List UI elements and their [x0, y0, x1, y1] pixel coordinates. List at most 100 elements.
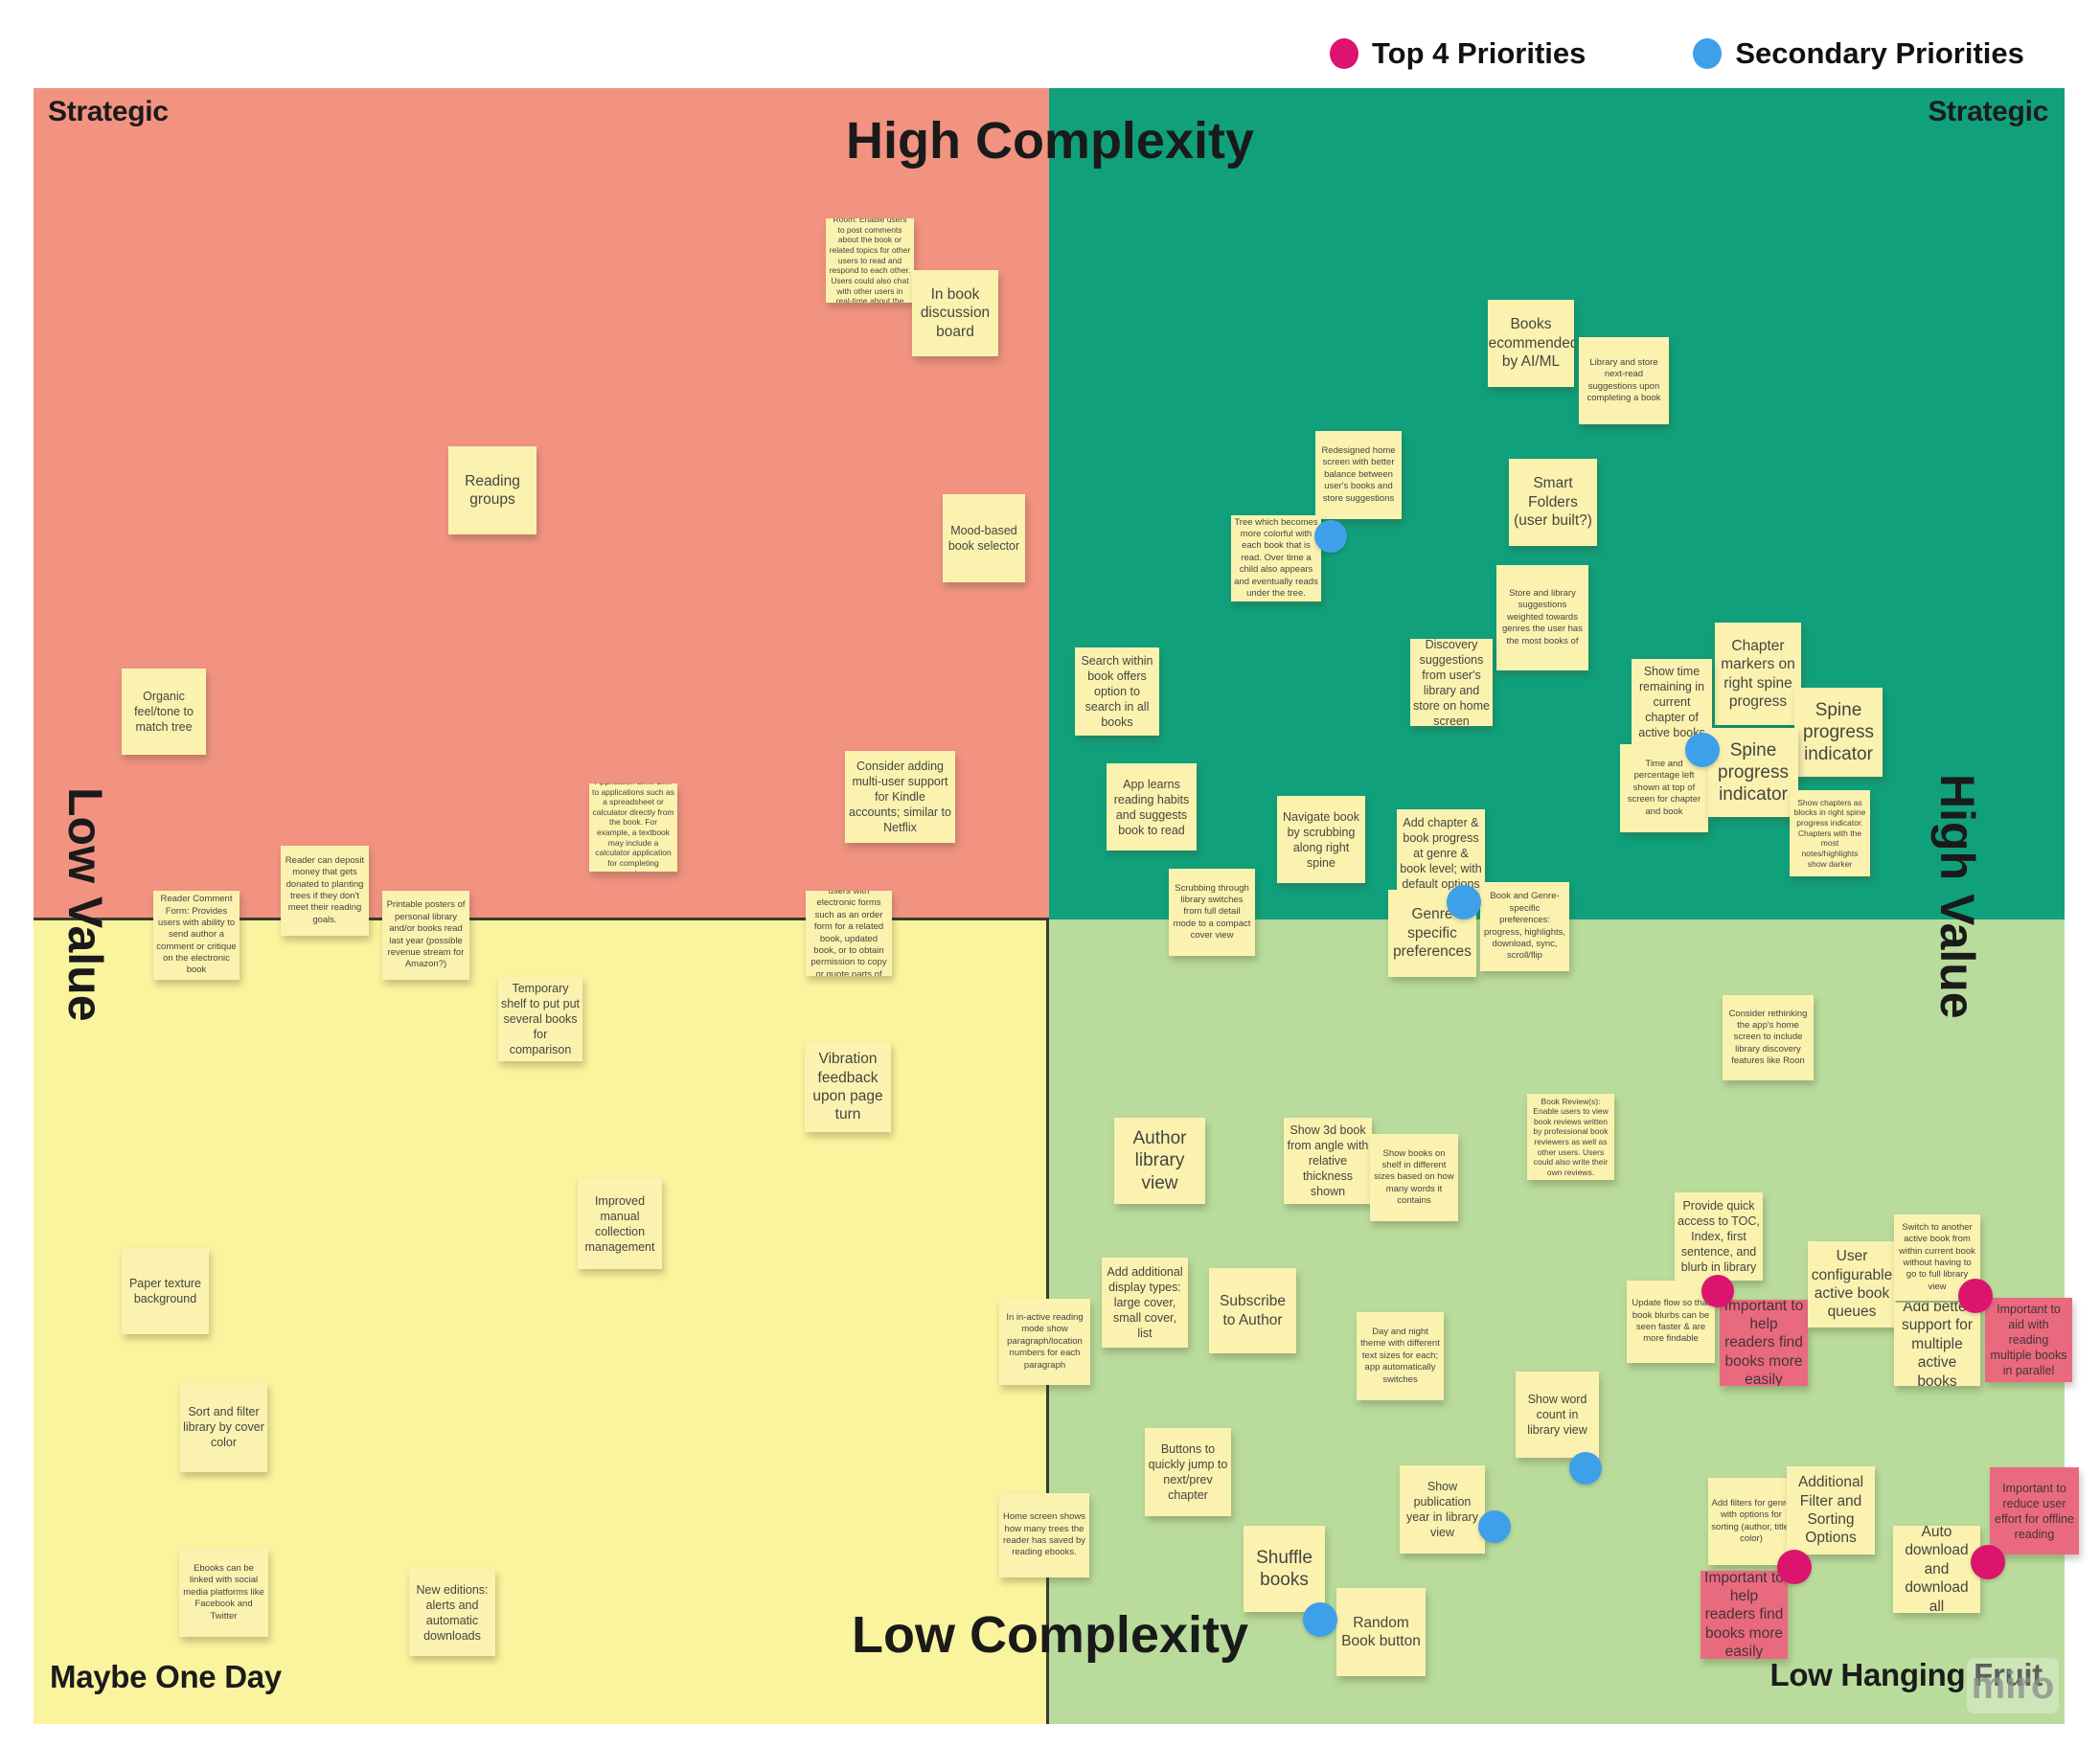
primary-priority-dot[interactable]: [1958, 1279, 1993, 1313]
sticky-note-paper-texture[interactable]: Paper texture background: [122, 1248, 209, 1334]
sticky-note-bulletin-board[interactable]: Bulletin Board/Chat Room: Enable users t…: [826, 218, 914, 303]
sticky-note-day-night-theme[interactable]: Day and night theme with different text …: [1357, 1312, 1444, 1400]
primary-priority-dot[interactable]: [1777, 1550, 1812, 1584]
sticky-note-important-find-books-2[interactable]: Important to help readers find books mor…: [1701, 1571, 1788, 1659]
sticky-note-application-link[interactable]: Application Link: Link to applications s…: [589, 783, 677, 872]
sticky-note-add-better-support-multiple[interactable]: Add better support for multiple active b…: [1894, 1303, 1980, 1386]
sticky-note-text: Consider rethinking the app's home scree…: [1728, 1008, 1808, 1067]
sticky-note-book-reviews[interactable]: Book Review(s): Enable users to view boo…: [1527, 1094, 1614, 1180]
sticky-note-books-recommended-ai[interactable]: Books recommended by AI/ML: [1488, 300, 1574, 387]
sticky-note-buttons-jump-chapter[interactable]: Buttons to quickly jump to next/prev cha…: [1145, 1428, 1231, 1516]
sticky-note-text: Important to reduce user effort for offl…: [1995, 1481, 2074, 1541]
sticky-note-tree-colorful[interactable]: Tree which becomes more colorful with ea…: [1231, 515, 1321, 601]
sticky-note-author-library-view[interactable]: Author library view: [1114, 1118, 1205, 1204]
secondary-priority-dot[interactable]: [1447, 885, 1481, 919]
sticky-note-printable-posters[interactable]: Printable posters of personal library an…: [382, 891, 469, 980]
secondary-priority-dot[interactable]: [1685, 733, 1720, 767]
sticky-note-reader-deposit-trees[interactable]: Reader can deposit money that gets donat…: [281, 846, 369, 936]
sticky-note-chapter-markers[interactable]: Chapter markers on right spine progress: [1715, 623, 1801, 725]
secondary-priority-dot[interactable]: [1569, 1452, 1602, 1485]
legend-secondary-dot-icon: [1693, 38, 1723, 69]
sticky-note-text: Auto download and download all: [1905, 1526, 1969, 1613]
sticky-note-add-chapter-book-progress[interactable]: Add chapter & book progress at genre & b…: [1397, 809, 1485, 897]
sticky-note-show-chapters-blocks[interactable]: Show chapters as blocks in right spine p…: [1790, 790, 1870, 876]
sticky-note-add-filters-genre[interactable]: Add filters for genre with options for s…: [1708, 1478, 1794, 1565]
sticky-note-text: Discovery suggestions from user's librar…: [1413, 639, 1490, 726]
sticky-note-text: Show 3d book from angle with relative th…: [1287, 1123, 1369, 1198]
sticky-note-vibration-feedback[interactable]: Vibration feedback upon page turn: [805, 1042, 891, 1132]
sticky-note-text: Smart Folders (user built?): [1514, 475, 1592, 530]
sticky-note-reader-comment-form[interactable]: Reader Comment Form: Provides users with…: [153, 891, 240, 980]
secondary-priority-dot[interactable]: [1303, 1602, 1337, 1637]
sticky-note-improved-manual-collection[interactable]: Improved manual collection management: [578, 1178, 662, 1269]
sticky-note-subscribe-to-author[interactable]: Subscribe to Author: [1209, 1268, 1296, 1353]
sticky-note-spine-progress-indicator-right[interactable]: Spine progress indicator: [1794, 688, 1883, 777]
sticky-note-organic-feel[interactable]: Organic feel/tone to match tree: [122, 669, 206, 755]
sticky-note-additional-filter-sorting[interactable]: Additional Filter and Sorting Options: [1787, 1466, 1875, 1554]
sticky-note-shuffle-books[interactable]: Shuffle books: [1244, 1526, 1325, 1612]
sticky-note-smart-folders[interactable]: Smart Folders (user built?): [1509, 459, 1597, 546]
sticky-note-redesigned-home-screen[interactable]: Redesigned home screen with better balan…: [1315, 431, 1402, 519]
sticky-note-auto-download-all[interactable]: Auto download and download all: [1893, 1526, 1980, 1613]
sticky-note-in-book-discussion[interactable]: In book discussion board: [912, 270, 998, 356]
sticky-note-home-screen-trees[interactable]: Home screen shows how many trees the rea…: [999, 1493, 1089, 1577]
sticky-note-temporary-shelf[interactable]: Temporary shelf to put put several books…: [498, 977, 582, 1061]
sticky-note-important-parallel-reading[interactable]: Important to aid with reading multiple b…: [1985, 1298, 2072, 1382]
sticky-note-store-library-weighted[interactable]: Store and library suggestions weighted t…: [1496, 565, 1588, 670]
sticky-note-text: Add better support for multiple active b…: [1901, 1303, 1974, 1386]
legend: Top 4 Priorities Secondary Priorities: [1330, 36, 2024, 71]
sticky-note-text: Author library view: [1132, 1128, 1187, 1193]
sticky-note-text: Home screen shows how many trees the rea…: [1002, 1511, 1086, 1558]
sticky-note-navigate-scrubbing-spine[interactable]: Navigate book by scrubbing along right s…: [1277, 796, 1365, 883]
legend-top4-label: Top 4 Priorities: [1372, 36, 1586, 70]
sticky-note-text: Sort and filter library by cover color: [183, 1405, 264, 1449]
secondary-priority-dot[interactable]: [1478, 1510, 1511, 1543]
sticky-note-consider-rethinking-roon[interactable]: Consider rethinking the app's home scree…: [1723, 995, 1814, 1080]
sticky-note-reading-groups[interactable]: Reading groups: [448, 446, 536, 534]
sticky-note-text: Redesigned home screen with better balan…: [1321, 445, 1396, 504]
sticky-note-provide-quick-access[interactable]: Provide quick access to TOC, Index, firs…: [1675, 1192, 1763, 1281]
legend-secondary-label: Secondary Priorities: [1735, 36, 2024, 70]
sticky-note-text: Important to aid with reading multiple b…: [1990, 1303, 2067, 1377]
sticky-note-text: Bulletin Board/Chat Room: Enable users t…: [829, 218, 911, 303]
sticky-note-discovery-suggestions[interactable]: Discovery suggestions from user's librar…: [1410, 639, 1493, 726]
primary-priority-dot[interactable]: [1701, 1275, 1734, 1307]
sticky-note-show-word-count[interactable]: Show word count in library view: [1516, 1372, 1599, 1458]
sticky-note-spine-progress-indicator-center[interactable]: Spine progress indicator: [1708, 728, 1798, 817]
sticky-note-mood-based-selector[interactable]: Mood-based book selector: [943, 494, 1025, 582]
sticky-note-text: Reader can deposit money that gets donat…: [285, 854, 365, 925]
sticky-note-update-flow-blurbs[interactable]: Update flow so that book blurbs can be s…: [1627, 1281, 1715, 1363]
sticky-note-text: Vibration feedback upon page turn: [812, 1051, 883, 1123]
sticky-note-random-book-button[interactable]: Random Book button: [1336, 1588, 1426, 1676]
sticky-note-text: Chapter markers on right spine progress: [1721, 637, 1795, 710]
sticky-note-multi-user-kindle[interactable]: Consider adding multi-user support for K…: [845, 751, 955, 843]
sticky-note-text: Temporary shelf to put put several books…: [501, 982, 581, 1056]
sticky-note-text: Paper texture background: [128, 1277, 202, 1305]
sticky-note-text: Improved manual collection management: [584, 1193, 655, 1254]
sticky-note-scrubbing-library-compact[interactable]: Scrubbing through library switches from …: [1169, 869, 1255, 956]
sticky-note-sort-filter-cover-color[interactable]: Sort and filter library by cover color: [180, 1382, 267, 1472]
axis-label-high-value: High Value: [1930, 774, 1984, 1019]
sticky-note-book-genre-preferences[interactable]: Book and Genre-specific preferences: pro…: [1480, 882, 1569, 971]
secondary-priority-dot[interactable]: [1314, 520, 1347, 553]
sticky-note-forms[interactable]: Forms: Provide users with electronic for…: [806, 891, 892, 976]
sticky-note-additional-display-types[interactable]: Add additional display types: large cove…: [1102, 1258, 1188, 1348]
sticky-note-important-find-books-1[interactable]: Important to help readers find books mor…: [1720, 1300, 1808, 1386]
sticky-note-user-configurable-queues[interactable]: User configurable active book queues: [1808, 1241, 1896, 1327]
sticky-note-search-within-book[interactable]: Search within book offers option to sear…: [1075, 647, 1159, 736]
sticky-note-show-3d-book[interactable]: Show 3d book from angle with relative th…: [1284, 1118, 1372, 1204]
sticky-note-show-books-shelf-sizes[interactable]: Show books on shelf in different sizes b…: [1370, 1134, 1458, 1221]
sticky-note-show-publication-year[interactable]: Show publication year in library view: [1400, 1465, 1485, 1554]
sticky-note-library-store-next-read[interactable]: Library and store next-read suggestions …: [1579, 337, 1669, 424]
sticky-note-inactive-paragraph-numbers[interactable]: In in-active reading mode show paragraph…: [999, 1299, 1090, 1385]
sticky-note-app-learns-habits[interactable]: App learns reading habits and suggests b…: [1107, 763, 1197, 851]
sticky-note-text: Switch to another active book from withi…: [1899, 1221, 1975, 1292]
sticky-note-show-time-remaining[interactable]: Show time remaining in current chapter o…: [1632, 659, 1712, 745]
sticky-note-text: In in-active reading mode show paragraph…: [1006, 1312, 1084, 1371]
sticky-note-new-editions-alerts[interactable]: New editions: alerts and automatic downl…: [409, 1569, 495, 1656]
sticky-note-text: Shuffle books: [1256, 1547, 1312, 1590]
primary-priority-dot[interactable]: [1971, 1545, 2005, 1579]
sticky-note-ebooks-social-media[interactable]: Ebooks can be linked with social media p…: [179, 1549, 268, 1637]
sticky-note-important-reduce-offline[interactable]: Important to reduce user effort for offl…: [1990, 1467, 2079, 1554]
sticky-note-text: Update flow so that book blurbs can be s…: [1632, 1298, 1710, 1345]
